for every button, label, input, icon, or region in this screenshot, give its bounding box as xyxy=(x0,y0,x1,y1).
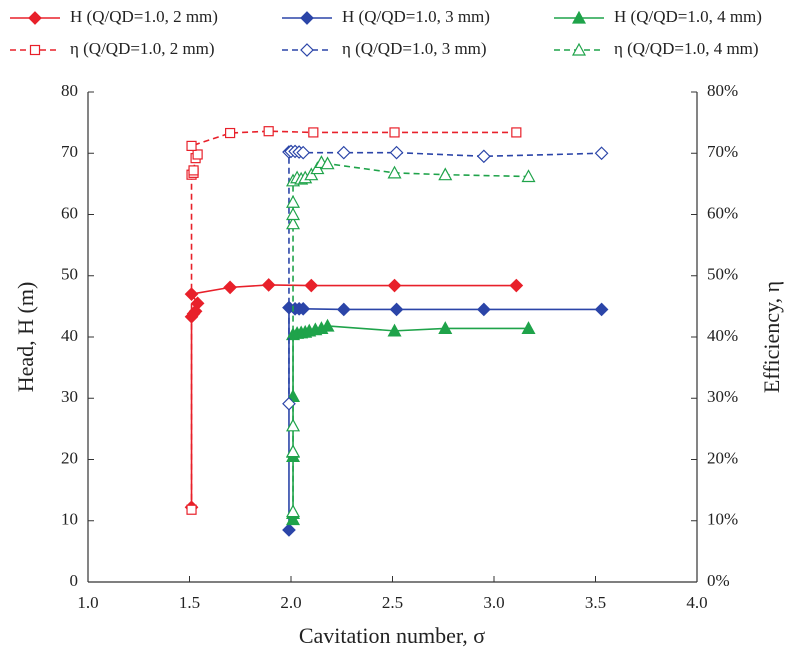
legend-label: H (Q/QD=1.0, 3 mm) xyxy=(342,7,490,26)
marker xyxy=(477,149,491,164)
marker xyxy=(190,296,205,311)
marker xyxy=(336,302,351,317)
marker xyxy=(286,512,301,526)
y2-tick-label: 30% xyxy=(707,387,738,406)
legend-marker xyxy=(571,10,587,24)
marker xyxy=(438,321,453,335)
y-tick-label: 30 xyxy=(61,387,78,406)
x-tick-label: 4.0 xyxy=(686,593,707,612)
y2-tick-label: 70% xyxy=(707,142,738,161)
marker xyxy=(225,127,236,139)
marker xyxy=(509,278,524,293)
series-line xyxy=(288,150,602,404)
series-line xyxy=(292,161,529,512)
legend-label: η (Q/QD=1.0, 3 mm) xyxy=(342,39,487,58)
y2-tick-label: 60% xyxy=(707,203,738,222)
y2-tick-label: 0% xyxy=(707,571,730,590)
marker xyxy=(521,321,536,335)
marker xyxy=(223,280,237,295)
y-axis-label: Head, H (m) xyxy=(13,282,38,393)
marker xyxy=(310,161,325,175)
marker xyxy=(186,504,197,515)
marker xyxy=(286,444,301,458)
legend-label: H (Q/QD=1.0, 4 mm) xyxy=(614,7,762,26)
marker xyxy=(286,418,301,432)
marker xyxy=(304,278,319,293)
series-line xyxy=(292,325,529,520)
y2-axis-label: Efficiency, η xyxy=(759,281,784,393)
y2-tick-label: 80% xyxy=(707,81,738,100)
marker xyxy=(186,140,197,151)
y2-tick-label: 10% xyxy=(707,510,738,529)
y-tick-label: 0 xyxy=(70,571,79,590)
marker xyxy=(286,504,301,518)
series-line xyxy=(190,284,517,508)
y-tick-label: 20 xyxy=(61,448,78,467)
legend-marker xyxy=(29,44,41,56)
y-tick-label: 70 xyxy=(61,142,78,161)
marker xyxy=(320,318,335,332)
y-tick-label: 60 xyxy=(61,203,78,222)
legend-marker xyxy=(300,11,314,25)
legend-label: H (Q/QD=1.0, 2 mm) xyxy=(70,7,218,26)
marker xyxy=(296,301,311,316)
marker xyxy=(286,216,301,230)
y2-tick-label: 20% xyxy=(707,448,738,467)
x-tick-label: 3.5 xyxy=(585,593,606,612)
marker xyxy=(336,145,351,160)
x-tick-label: 3.0 xyxy=(483,593,504,612)
marker xyxy=(389,145,404,160)
marker xyxy=(263,126,274,137)
y2-tick-label: 40% xyxy=(707,326,738,345)
legend-marker xyxy=(571,42,587,56)
marker xyxy=(594,302,609,317)
marker xyxy=(261,278,276,292)
legend-marker xyxy=(300,43,314,57)
y-tick-label: 10 xyxy=(61,510,78,529)
marker xyxy=(438,167,453,181)
marker xyxy=(511,127,522,138)
legend-marker xyxy=(28,11,42,25)
marker xyxy=(282,396,296,411)
x-tick-label: 1.0 xyxy=(77,593,98,612)
series-line xyxy=(288,306,602,530)
series-line xyxy=(190,130,517,510)
marker xyxy=(286,207,301,221)
y-tick-label: 40 xyxy=(61,326,78,345)
y-tick-label: 80 xyxy=(61,81,78,100)
marker xyxy=(387,165,402,179)
y2-tick-label: 50% xyxy=(707,265,738,284)
marker xyxy=(188,165,199,176)
legend-label: η (Q/QD=1.0, 4 mm) xyxy=(614,39,759,58)
marker xyxy=(192,149,203,160)
marker xyxy=(308,127,319,138)
marker xyxy=(286,194,301,208)
marker xyxy=(320,156,335,170)
marker xyxy=(296,145,311,160)
x-tick-label: 1.5 xyxy=(179,593,200,612)
x-tick-label: 2.5 xyxy=(382,593,403,612)
x-tick-label: 2.0 xyxy=(280,593,301,612)
x-axis-label: Cavitation number, σ xyxy=(299,623,485,648)
marker xyxy=(387,278,402,293)
y-tick-label: 50 xyxy=(61,265,78,284)
marker xyxy=(389,302,404,317)
marker xyxy=(521,169,536,183)
marker xyxy=(389,127,400,138)
marker xyxy=(387,323,402,337)
legend-label: η (Q/QD=1.0, 2 mm) xyxy=(70,39,215,58)
marker xyxy=(594,146,609,161)
marker xyxy=(477,302,491,317)
marker xyxy=(304,167,319,181)
marker xyxy=(282,523,296,537)
